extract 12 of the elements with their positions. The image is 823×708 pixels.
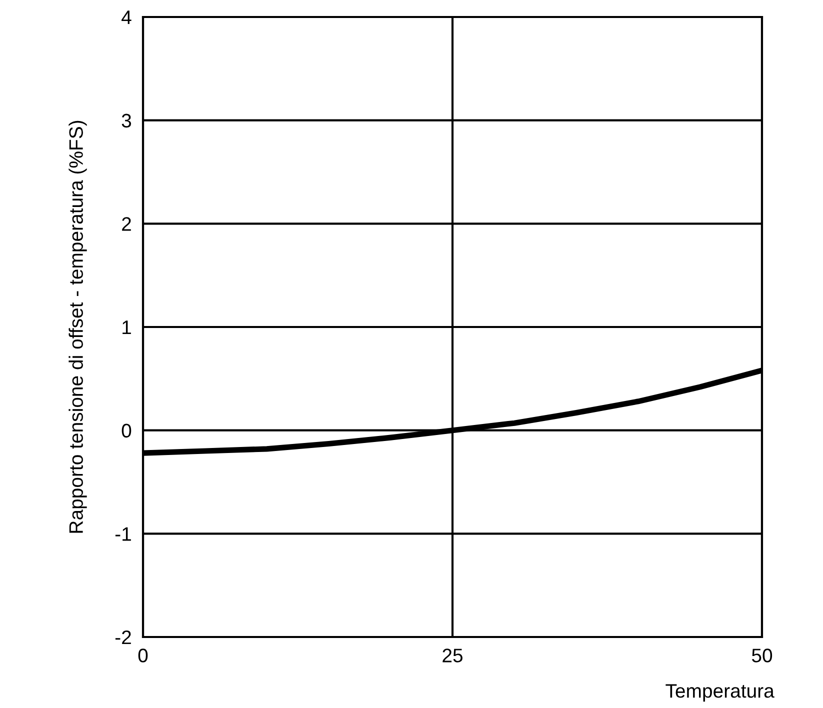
x-tick-label: 0	[138, 648, 148, 662]
y-tick-label: 4	[122, 10, 132, 24]
y-axis-title: Rapporto tensione di offset - temperatura (%FS)	[68, 120, 87, 533]
x-axis-title: Temperatura	[666, 684, 774, 702]
y-tick-label: -1	[115, 527, 131, 541]
y-tick-label: 1	[122, 320, 131, 334]
y-tick-label: 0	[122, 424, 132, 438]
y-tick-label: 3	[122, 114, 132, 128]
y-tick-label: 2	[122, 217, 131, 231]
x-tick-label: 25	[442, 648, 462, 662]
y-tick-label: -2	[115, 630, 131, 644]
x-tick-label: 50	[752, 648, 772, 662]
